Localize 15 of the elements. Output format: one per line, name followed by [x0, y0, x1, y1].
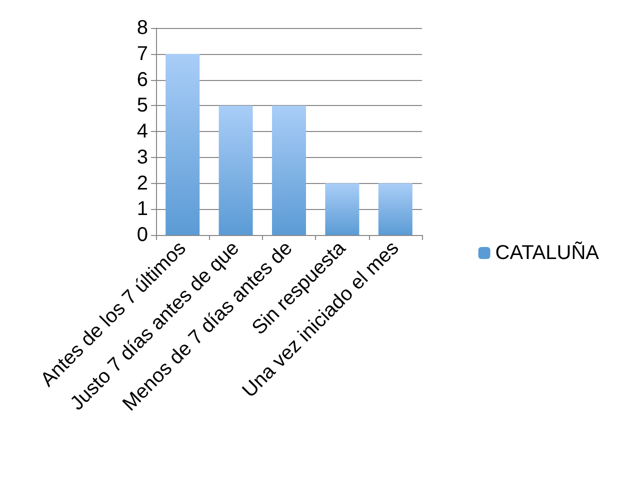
- y-tick-label: 6: [136, 68, 148, 91]
- bar: [378, 183, 412, 235]
- y-tick-label: 3: [136, 146, 148, 168]
- y-tick-label: 2: [136, 172, 148, 194]
- y-tick-label: 7: [136, 42, 148, 65]
- y-tick-label: 1: [136, 198, 148, 220]
- bar: [166, 54, 200, 235]
- y-tick-label: 0: [136, 224, 148, 246]
- y-tick-label: 5: [136, 94, 148, 117]
- bar: [325, 183, 360, 235]
- bar: [218, 106, 253, 235]
- y-tick-label: 4: [136, 120, 148, 142]
- y-tick-label: 8: [136, 17, 148, 39]
- bar: [272, 106, 306, 235]
- legend-label: CATALUÑA: [495, 241, 600, 264]
